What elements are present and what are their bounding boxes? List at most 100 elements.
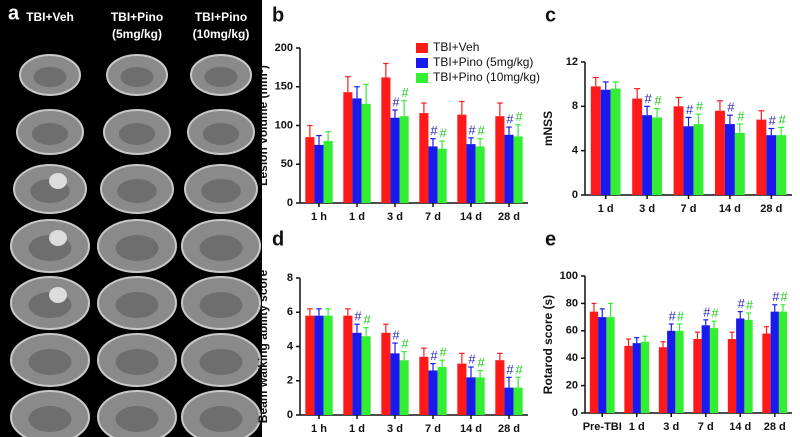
bar: [343, 92, 353, 203]
brain-inner: [202, 123, 240, 145]
bar: [305, 315, 315, 415]
significance-mark: #: [779, 112, 787, 127]
bar: [390, 117, 400, 203]
lesion: [49, 230, 67, 246]
y-tick-label: 4: [287, 340, 294, 352]
significance-mark: #: [654, 93, 662, 108]
significance-mark: #: [430, 123, 438, 138]
x-tick-label: 3 d: [387, 211, 403, 223]
x-tick-label: 28 d: [764, 421, 786, 433]
column-header: TBI+Pino: [195, 10, 247, 24]
legend-swatch: [416, 43, 428, 53]
bar: [399, 116, 409, 203]
bar: [513, 387, 523, 415]
bar: [683, 126, 694, 195]
bar: [381, 332, 391, 415]
y-tick-label: 4: [572, 145, 579, 157]
bar: [437, 148, 447, 203]
significance-mark: #: [402, 85, 410, 100]
y-tick-label: 0: [287, 197, 293, 209]
bar: [343, 315, 353, 415]
significance-mark: #: [686, 102, 694, 117]
column-header: (10mg/kg): [193, 27, 250, 41]
significance-mark: #: [669, 308, 677, 323]
y-tick-label: 0: [287, 409, 293, 421]
brain-inner: [199, 406, 243, 432]
y-tick-label: 150: [275, 81, 293, 93]
lesion: [49, 173, 67, 189]
significance-mark: #: [772, 289, 780, 304]
x-tick-label: 7 d: [681, 203, 697, 215]
significance-mark: #: [711, 306, 719, 321]
legend-label: TBI+Pino (10mg/kg): [433, 70, 540, 84]
x-tick-label: 28 d: [498, 211, 520, 223]
y-tick-label: 60: [566, 325, 578, 337]
brain-inner: [28, 406, 72, 432]
significance-mark: #: [780, 289, 788, 304]
x-tick-label: 14 d: [719, 203, 741, 215]
bar: [693, 339, 702, 413]
panel-label: b: [272, 4, 284, 26]
bar: [390, 353, 400, 415]
bar: [598, 317, 607, 413]
y-tick-label: 40: [566, 352, 578, 364]
column-header: TBI+Veh: [26, 10, 74, 24]
y-axis-label: mNSS: [541, 111, 555, 146]
bar: [457, 114, 467, 203]
significance-mark: #: [478, 123, 486, 138]
bar: [762, 333, 771, 413]
bar: [513, 136, 523, 203]
x-tick-label: 1 h: [311, 211, 327, 223]
x-tick-label: 14 d: [460, 423, 482, 435]
bar: [419, 113, 429, 203]
y-axis-label: Lesion volume (mm³): [256, 65, 270, 186]
bar: [642, 115, 653, 195]
bar: [457, 363, 467, 415]
column-header: TBI+Pino: [111, 10, 163, 24]
bar: [589, 311, 599, 413]
bar: [652, 117, 663, 195]
significance-mark: #: [468, 122, 476, 137]
bar: [314, 315, 324, 415]
bar: [305, 137, 315, 203]
legend-label: TBI+Pino (5mg/kg): [433, 55, 533, 69]
bar: [756, 119, 767, 195]
bar: [632, 343, 641, 413]
y-tick-label: 100: [275, 119, 293, 131]
bar: [381, 77, 391, 203]
bar: [727, 339, 737, 413]
bar: [352, 98, 362, 203]
bar: [744, 319, 753, 413]
significance-mark: #: [738, 296, 746, 311]
x-tick-label: 28 d: [760, 203, 782, 215]
bar: [504, 387, 514, 415]
legend-swatch: [416, 73, 428, 83]
bar: [504, 134, 514, 203]
x-tick-label: 3 d: [663, 421, 679, 433]
bar: [776, 135, 787, 195]
y-tick-label: 12: [566, 56, 578, 68]
bar: [428, 370, 438, 415]
bar: [778, 311, 788, 413]
brain-inner: [201, 179, 241, 203]
bar: [466, 144, 476, 203]
bar: [352, 332, 362, 415]
significance-mark: #: [746, 297, 754, 312]
bar: [606, 317, 615, 413]
bar: [495, 116, 505, 203]
x-tick-label: 3 d: [387, 423, 403, 435]
significance-mark: #: [677, 308, 685, 323]
y-tick-label: 20: [566, 380, 578, 392]
x-tick-label: 14 d: [460, 211, 482, 223]
y-axis-label: Beam walking ability score: [256, 269, 270, 423]
brain-inner: [120, 67, 154, 87]
significance-mark: #: [354, 309, 362, 324]
x-tick-label: 1 d: [629, 421, 645, 433]
bar: [624, 345, 633, 413]
bar: [399, 360, 409, 415]
bar: [766, 135, 777, 195]
bar: [495, 360, 505, 415]
lesion: [49, 287, 67, 303]
brain-inner: [115, 406, 159, 432]
